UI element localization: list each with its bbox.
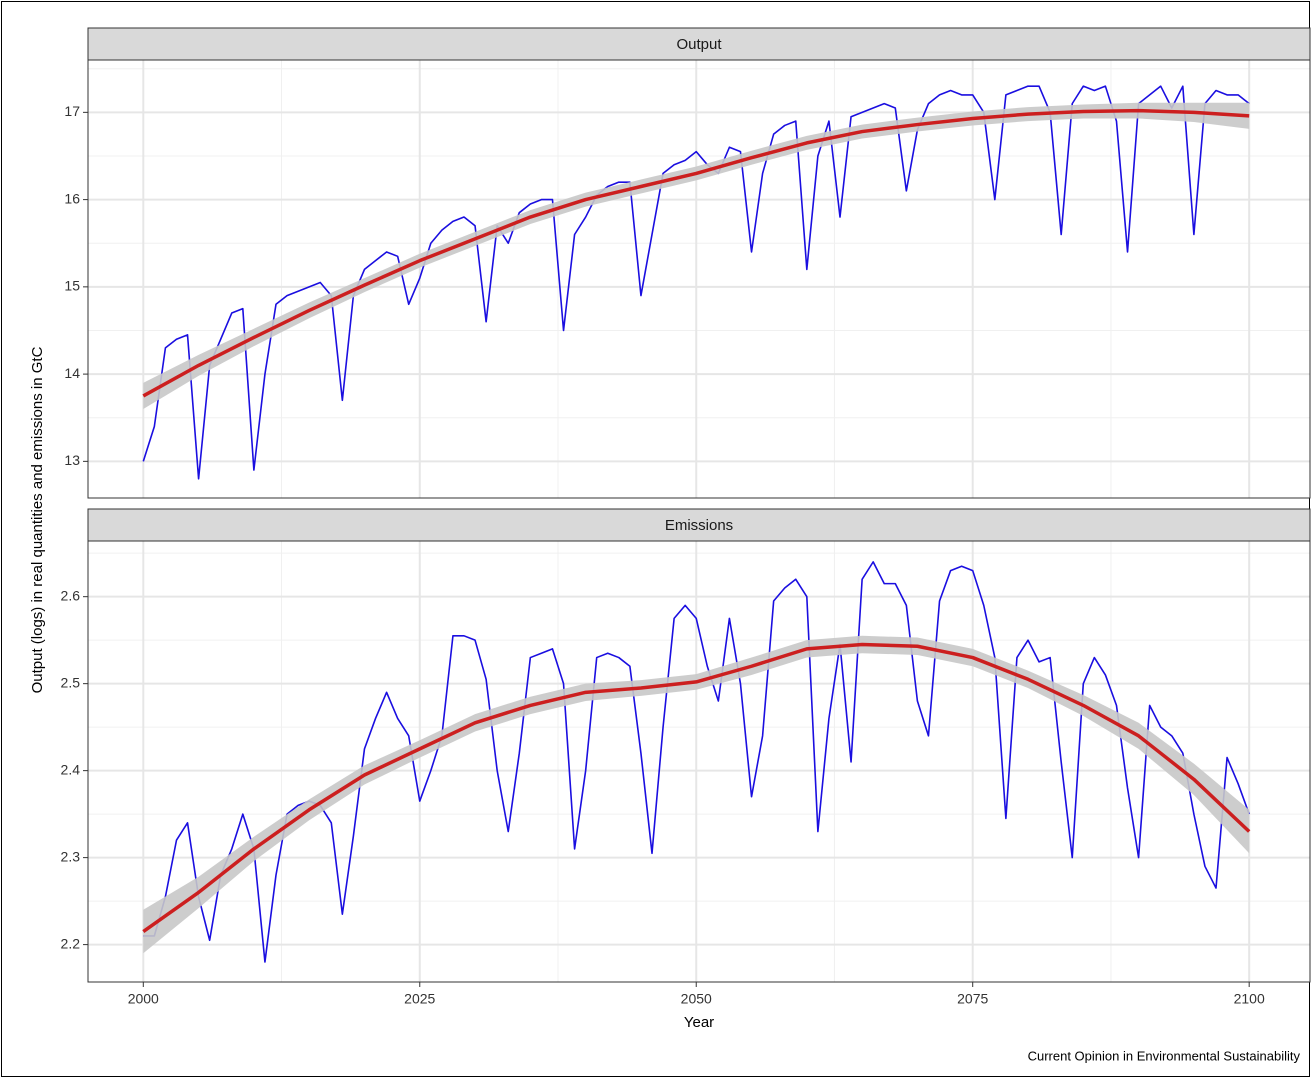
panel-border [87,59,1311,499]
x-tick-label: 2050 [681,991,712,1007]
strip-title: Output [676,36,722,53]
strip-title: Emissions [665,517,733,534]
source: Current Opinion in Environmental Sustain… [1028,1048,1301,1063]
y-tick-label: 17 [64,103,80,119]
y-axis-label: Output (logs) in real quantities and emi… [29,346,46,693]
panel-background [88,541,1310,982]
x-tick-label: 2025 [404,991,435,1007]
panel-background [88,60,1310,498]
y-tick-label: 2.2 [61,935,81,951]
strip [87,508,1311,542]
data-line [143,561,1250,963]
y-tick-label: 2.3 [61,848,81,864]
y-tick-label: 13 [64,452,80,468]
y-tick-label: 2.6 [61,587,81,603]
y-tick-label: 15 [64,278,80,294]
y-tick-label: 16 [64,190,80,206]
x-tick-label: 2075 [957,991,988,1007]
panel-border [87,540,1311,983]
x-tick-label: 2100 [1234,991,1265,1007]
smooth-line [142,108,1250,398]
strip [87,27,1311,61]
smooth-line [142,642,1251,933]
x-tick-label: 2000 [128,991,159,1007]
y-tick-label: 2.5 [61,674,81,690]
y-tick-label: 14 [64,365,80,381]
x-axis-label: Year [684,1014,714,1031]
data-line [142,85,1250,480]
y-tick-label: 2.4 [61,761,81,777]
